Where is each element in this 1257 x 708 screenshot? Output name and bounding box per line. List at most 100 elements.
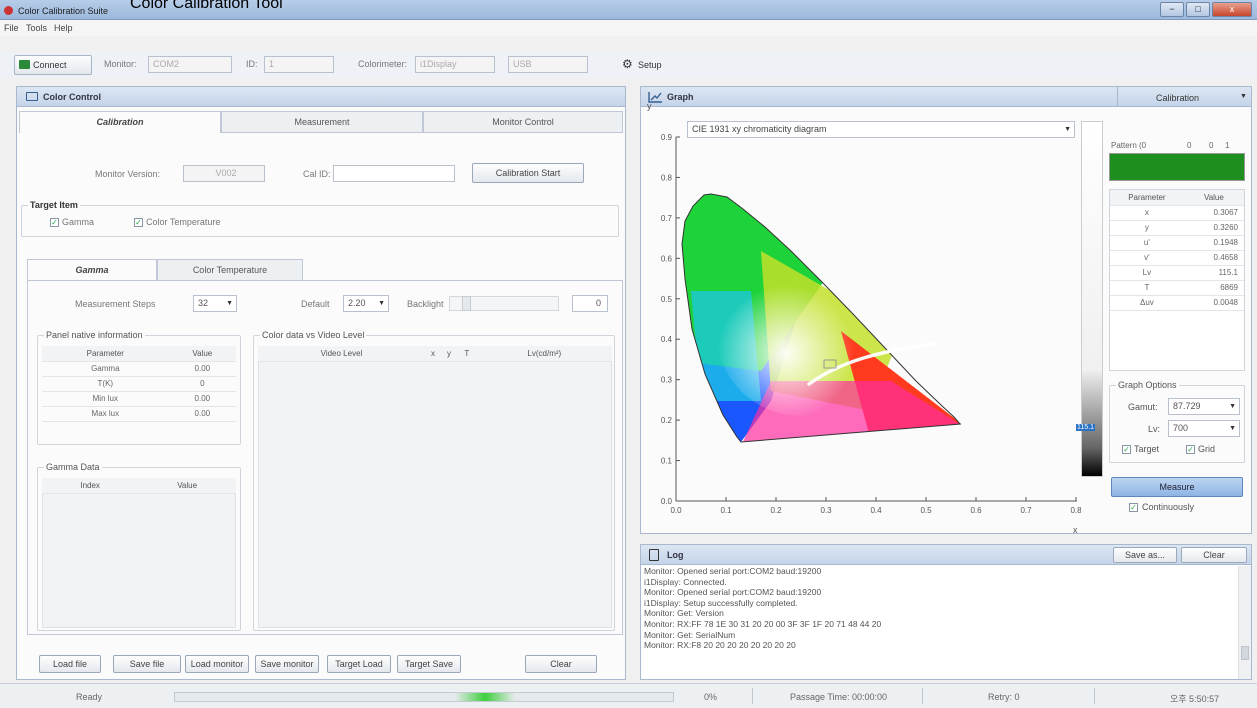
backlight-slider-thumb[interactable]	[462, 296, 471, 311]
x-tick-label: 0.3	[820, 506, 832, 515]
log-clear-button[interactable]: Clear	[1181, 547, 1247, 563]
backlight-value-field[interactable]: 0	[572, 295, 608, 312]
default-gamma-select[interactable]: 2.20	[343, 295, 389, 312]
load-file-button[interactable]: Load file	[39, 655, 101, 673]
x-tick-label: 0.4	[870, 506, 882, 515]
panel-native-title: Panel native information	[44, 330, 145, 340]
tab-calibration[interactable]: Calibration	[19, 111, 221, 133]
gamma-data-group: Gamma Data Index Value	[37, 462, 241, 631]
table-header-row: Parameter Value	[42, 346, 236, 362]
id-field[interactable]: 1	[264, 56, 334, 73]
continuously-label: Continuously	[1142, 502, 1195, 512]
table-row: Max lux 0.00	[42, 406, 236, 422]
progress-bar	[174, 692, 674, 702]
grid-checkbox[interactable]: ✓	[1186, 445, 1195, 454]
document-icon	[649, 549, 659, 561]
save-file-button[interactable]: Save file	[113, 655, 181, 673]
toolbar: Connect Monitor: COM2 ID: 1 Colorimeter:…	[0, 52, 1257, 78]
table-row: y 0.3260	[1110, 220, 1244, 236]
target-save-button[interactable]: Target Save	[397, 655, 461, 673]
continuously-checkbox[interactable]: ✓	[1129, 503, 1138, 512]
cal-id-label: Cal ID:	[303, 169, 331, 179]
x-tick-label: 0.2	[770, 506, 782, 515]
graph-title: Graph	[667, 92, 694, 102]
id-label: ID:	[246, 59, 258, 69]
x-tick-label: 0.7	[1020, 506, 1032, 515]
diagram-select[interactable]: CIE 1931 xy chromaticity diagram	[687, 121, 1075, 138]
table-cell: T(K)	[42, 376, 169, 392]
colorimeter-field[interactable]: i1Display	[415, 56, 495, 73]
maximize-button[interactable]: □	[1186, 2, 1210, 17]
setup-button[interactable]: Setup	[638, 60, 662, 70]
tab-monitor-control[interactable]: Monitor Control	[423, 111, 623, 133]
monitor-version-label: Monitor Version:	[95, 169, 161, 179]
connect-label: Connect	[33, 60, 67, 70]
log-line: Monitor: RX:F8 20 20 20 20 20 20 20 20	[644, 640, 796, 651]
calibration-start-button[interactable]: Calibration Start	[472, 163, 584, 183]
log-line: i1Display: Connected.	[644, 576, 727, 587]
target-load-button[interactable]: Target Load	[327, 655, 391, 673]
menu-tools[interactable]: Tools	[26, 23, 48, 33]
gamma-data-title: Gamma Data	[44, 462, 102, 472]
measure-button[interactable]: Measure	[1111, 477, 1243, 497]
log-scrollbar-thumb[interactable]	[1241, 646, 1249, 660]
column-header: Lv(cd/m²)	[476, 346, 612, 362]
connect-button[interactable]: Connect	[14, 55, 92, 75]
table-cell: 0	[168, 376, 236, 392]
y-axis-label: y	[647, 101, 652, 111]
load-monitor-button[interactable]: Load monitor	[185, 655, 249, 673]
minimize-button[interactable]: −	[1160, 2, 1184, 17]
lv-select[interactable]: 700	[1168, 420, 1240, 437]
measurement-steps-select[interactable]: 32	[193, 295, 237, 312]
subtab-color-temperature[interactable]: Color Temperature	[157, 259, 303, 281]
parameter-table: Parameter Value x 0.3067 y 0.3260 u' 0.1948 …	[1110, 190, 1244, 311]
close-button[interactable]: x	[1212, 2, 1252, 17]
gear-icon[interactable]: ⚙	[622, 57, 633, 71]
backlight-slider[interactable]	[449, 296, 559, 311]
gamut-select[interactable]: 87.729	[1168, 398, 1240, 415]
table-cell: 115.1	[1183, 265, 1244, 281]
log-text-area[interactable]: Monitor: Opened serial port:COM2 baud:19…	[642, 566, 1238, 679]
pattern-label: Pattern (0	[1111, 141, 1147, 150]
tab-measurement[interactable]: Measurement	[221, 111, 423, 133]
gamma-data-table: Index Value	[42, 478, 236, 494]
save-as-button[interactable]: Save as...	[1113, 547, 1177, 563]
luminance-colorbar: 115.1	[1076, 121, 1103, 477]
table-cell: 0.3260	[1183, 220, 1244, 236]
cal-id-field[interactable]	[333, 165, 455, 182]
graph-mode-select[interactable]: Calibration ▼	[1117, 87, 1253, 107]
color-temperature-checkbox[interactable]: ✓	[134, 218, 143, 227]
x-axis-ticks: 0.0 0.1 0.2 0.3 0.4 0.5 0.6 0.7 0.8	[670, 497, 1081, 515]
table-cell: 0.0048	[1183, 295, 1244, 311]
usb-field[interactable]: USB	[508, 56, 588, 73]
monitor-port-field[interactable]: COM2	[148, 56, 232, 73]
target-checkbox[interactable]: ✓	[1122, 445, 1131, 454]
color-data-table-area	[258, 346, 612, 628]
table-cell: Gamma	[42, 361, 169, 377]
menu-file[interactable]: File	[4, 23, 19, 33]
y-axis-ticks: 0.9 0.8 0.7 0.6 0.5 0.4 0.3 0.2 0.1 0.0	[661, 133, 680, 506]
status-bar: Ready 0% Passage Time: 00:00:00 Retry: 0…	[0, 683, 1257, 708]
progress-indicator	[455, 693, 515, 701]
gamma-checkbox[interactable]: ✓	[50, 218, 59, 227]
graph-mode-label: Calibration	[1156, 93, 1200, 103]
table-cell: 0.00	[168, 391, 236, 407]
color-control-header: Color Control	[17, 87, 625, 107]
clear-button[interactable]: Clear	[525, 655, 597, 673]
log-line: Monitor: Get: SerialNum	[644, 629, 736, 640]
table-row: T(K) 0	[42, 376, 236, 392]
log-scrollbar[interactable]	[1238, 566, 1251, 679]
subtab-gamma[interactable]: Gamma	[27, 259, 157, 281]
pattern-color-swatch	[1109, 153, 1245, 181]
y-tick-label: 0.3	[661, 376, 673, 385]
menu-help[interactable]: Help	[54, 23, 73, 33]
target-item-group: Target Item ✓ Gamma ✓ Color Temperature	[21, 200, 619, 237]
column-header: T	[457, 346, 477, 362]
gamma-checkbox-label: Gamma	[62, 217, 95, 227]
table-row: u' 0.1948	[1110, 235, 1244, 251]
table-row: Gamma 0.00	[42, 361, 236, 377]
chevron-down-icon: ▼	[1240, 93, 1247, 100]
pattern-value: 1	[1225, 141, 1230, 150]
column-header: y	[440, 346, 457, 362]
save-monitor-button[interactable]: Save monitor	[255, 655, 319, 673]
